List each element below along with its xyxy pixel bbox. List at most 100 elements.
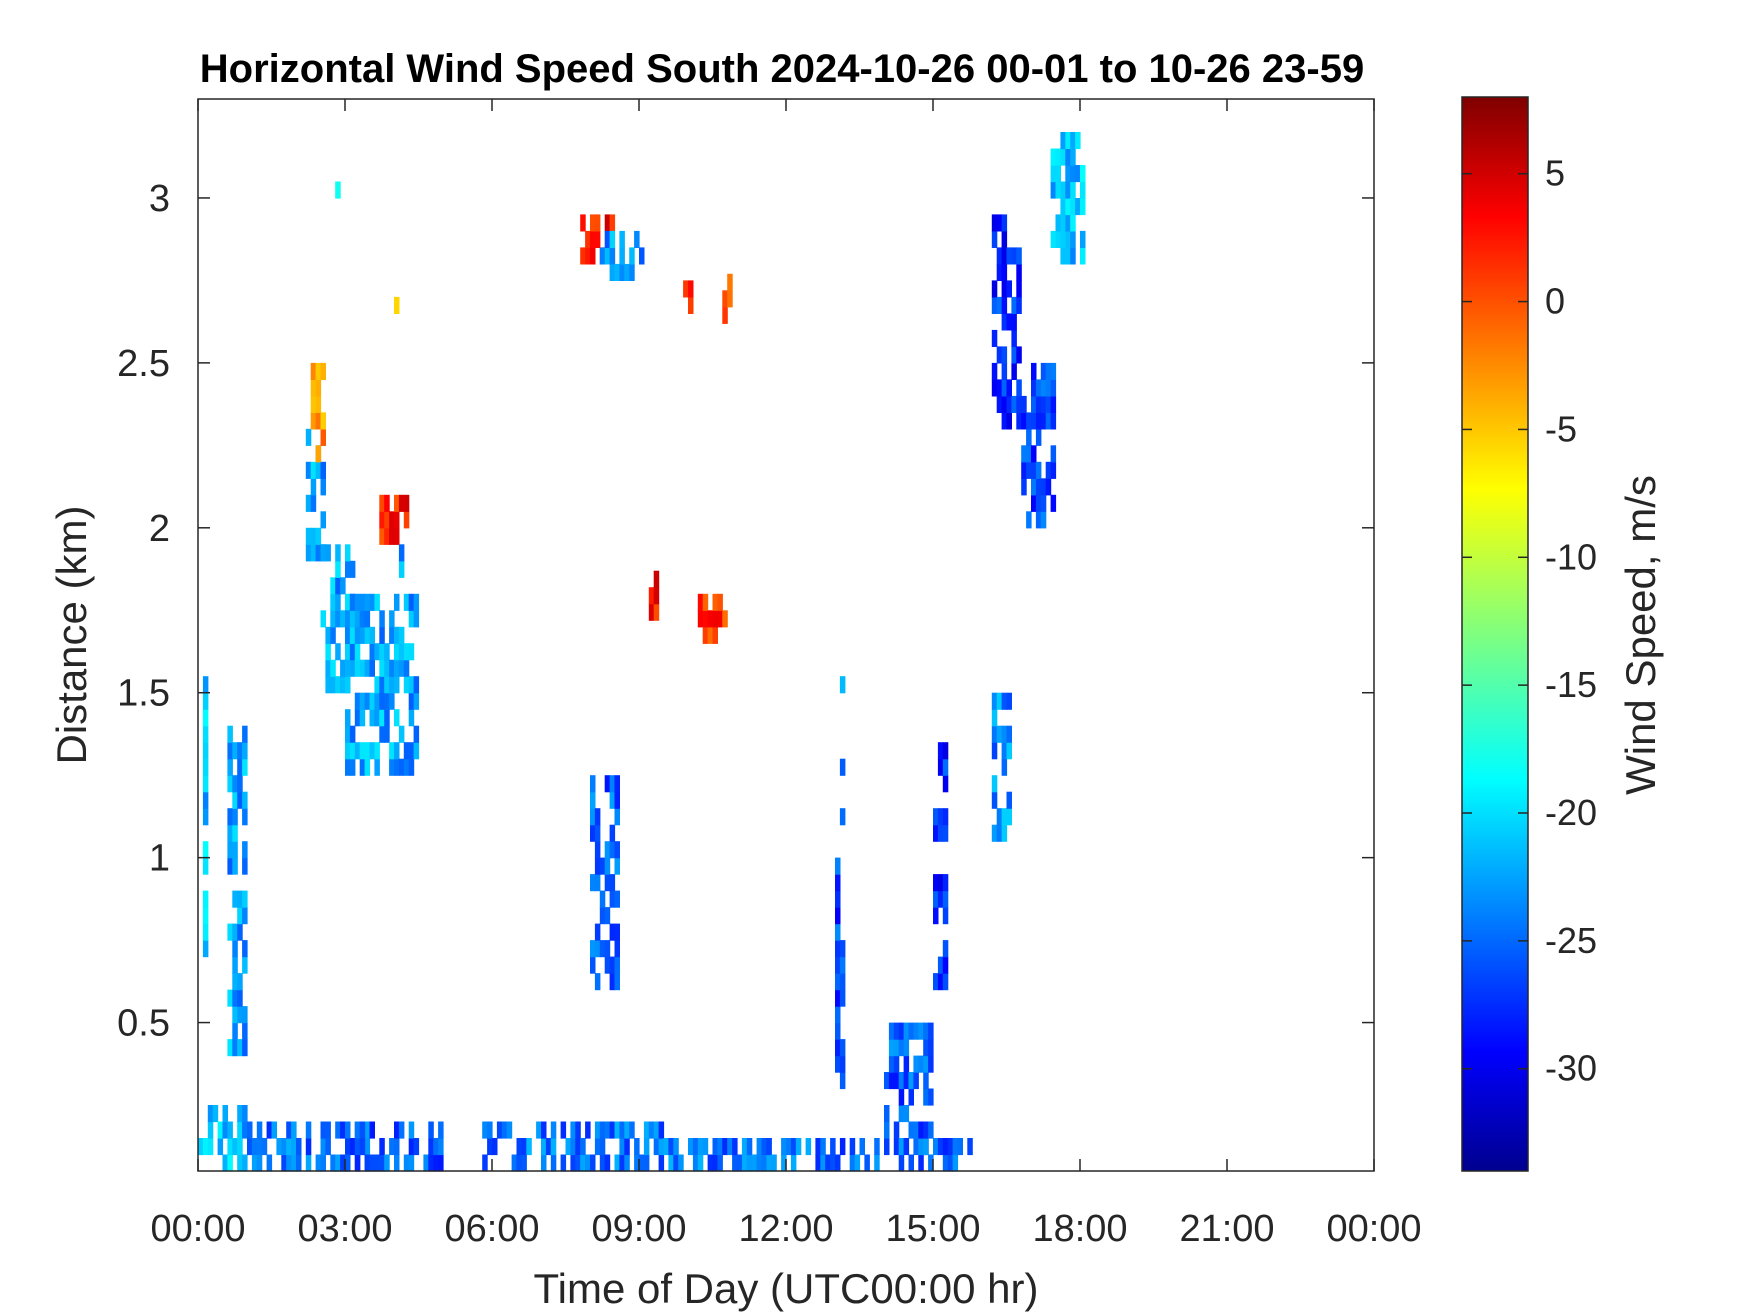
heatmap-cell (937, 874, 944, 892)
heatmap-cell (1001, 263, 1008, 281)
heatmap-cell (599, 1154, 606, 1172)
colorbar-tick-label: -25 (1545, 920, 1597, 961)
heatmap-cell (1001, 379, 1008, 397)
heatmap-cell (384, 527, 390, 545)
heatmap-cell (340, 610, 346, 628)
heatmap-cell (1045, 461, 1052, 479)
heatmap-cell (359, 1138, 366, 1156)
heatmap-cell (403, 593, 410, 611)
heatmap-cell (756, 1154, 763, 1172)
heatmap-cell (741, 1138, 748, 1156)
heatmap-cell (835, 956, 841, 974)
heatmap-cell (359, 659, 366, 677)
heatmap-cell (839, 758, 846, 776)
heatmap-cell (237, 1154, 243, 1172)
heatmap-cell (325, 626, 331, 644)
heatmap-cell (614, 775, 620, 793)
heatmap-cell (609, 923, 616, 941)
heatmap-cell (364, 626, 371, 644)
heatmap-cell (1035, 511, 1042, 529)
heatmap-cell (702, 610, 709, 628)
heatmap-cell (232, 973, 238, 991)
heatmap-cell (389, 610, 395, 628)
heatmap-cell (237, 1105, 243, 1123)
heatmap-cell (374, 742, 380, 760)
heatmap-cell (227, 758, 233, 776)
heatmap-cell (830, 1154, 836, 1172)
heatmap-cell (1006, 692, 1012, 710)
heatmap-cell (1006, 725, 1012, 743)
x-tick-label: 15:00 (885, 1208, 980, 1250)
heatmap-cell (624, 1138, 630, 1156)
heatmap-cell (624, 1121, 630, 1139)
heatmap-cell (398, 494, 405, 512)
heatmap-cell (232, 1022, 238, 1040)
heatmap-cell (403, 758, 410, 776)
heatmap-cell (908, 1072, 914, 1090)
heatmap-cell (933, 890, 939, 908)
heatmap-cell (1001, 214, 1008, 232)
heatmap-cell (1016, 412, 1022, 430)
heatmap-cell (1006, 280, 1012, 298)
heatmap-cell (1060, 198, 1066, 216)
heatmap-cell (330, 1154, 336, 1172)
heatmap-cell (996, 379, 1003, 397)
heatmap-cell (967, 1138, 973, 1156)
heatmap-cell (202, 808, 209, 826)
heatmap-cell (839, 989, 846, 1007)
heatmap-cell (673, 1138, 679, 1156)
heatmap-cell (305, 428, 312, 446)
x-tick-label: 00:00 (150, 1208, 245, 1250)
heatmap-cell (340, 659, 346, 677)
heatmap-cell (996, 395, 1003, 413)
heatmap-cell (849, 1154, 856, 1172)
heatmap-cell (913, 1121, 919, 1139)
heatmap-cell (991, 296, 998, 314)
heatmap-cell (609, 214, 616, 232)
heatmap-cell (643, 1138, 650, 1156)
heatmap-cell (835, 890, 841, 908)
heatmap-cell (771, 1154, 777, 1172)
heatmap-cell (991, 742, 998, 760)
heatmap-cell (918, 1121, 924, 1139)
heatmap-cell (227, 989, 233, 1007)
heatmap-cell (359, 709, 366, 727)
heatmap-cell (496, 1121, 503, 1139)
heatmap-cell (903, 1055, 910, 1073)
heatmap-cell (1001, 824, 1008, 842)
heatmap-cell (702, 593, 709, 611)
heatmap-cell (202, 775, 209, 793)
heatmap-cell (653, 1121, 660, 1139)
heatmap-cell (315, 445, 322, 463)
heatmap-cell (888, 1055, 895, 1073)
heatmap-cell (928, 1039, 934, 1057)
heatmap-cell (1035, 461, 1042, 479)
heatmap-cell (237, 907, 243, 925)
heatmap-cell (1021, 395, 1027, 413)
heatmap-cell (237, 791, 243, 809)
heatmap-cell (1065, 181, 1071, 199)
heatmap-cell (325, 544, 331, 562)
heatmap-cell (315, 527, 322, 545)
heatmap-cell (1080, 181, 1086, 199)
heatmap-cell (202, 940, 209, 958)
heatmap-cell (835, 989, 841, 1007)
heatmap-cell (1050, 230, 1057, 248)
heatmap-cell (560, 1154, 567, 1172)
heatmap-cell (305, 1121, 312, 1139)
heatmap-cell (1040, 494, 1047, 512)
heatmap-cell (604, 874, 611, 892)
heatmap-cell (1050, 362, 1057, 380)
heatmap-cell (369, 626, 375, 644)
heatmap-cell (594, 923, 601, 941)
heatmap-cell (1045, 412, 1052, 430)
heatmap-cell (1001, 742, 1008, 760)
heatmap-cell (937, 956, 944, 974)
heatmap-cell (888, 1039, 895, 1057)
heatmap-cell (599, 907, 606, 925)
heatmap-cell (384, 692, 390, 710)
heatmap-cell (1006, 808, 1012, 826)
heatmap-cell (1055, 165, 1061, 183)
heatmap-cell (354, 1138, 361, 1156)
heatmap-cell (379, 643, 385, 661)
